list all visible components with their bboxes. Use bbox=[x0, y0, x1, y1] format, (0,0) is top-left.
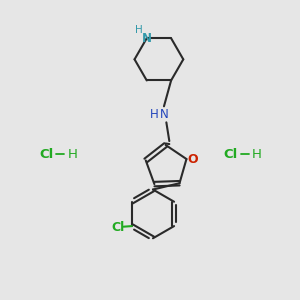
Text: O: O bbox=[188, 152, 198, 166]
Text: Cl: Cl bbox=[111, 221, 124, 234]
Text: Cl: Cl bbox=[39, 148, 54, 161]
Text: Cl: Cl bbox=[224, 148, 238, 161]
Text: H: H bbox=[134, 25, 142, 35]
Text: H: H bbox=[149, 108, 158, 122]
Text: H: H bbox=[68, 148, 78, 161]
Text: N: N bbox=[142, 32, 152, 45]
Text: H: H bbox=[252, 148, 262, 161]
Text: N: N bbox=[160, 108, 168, 122]
